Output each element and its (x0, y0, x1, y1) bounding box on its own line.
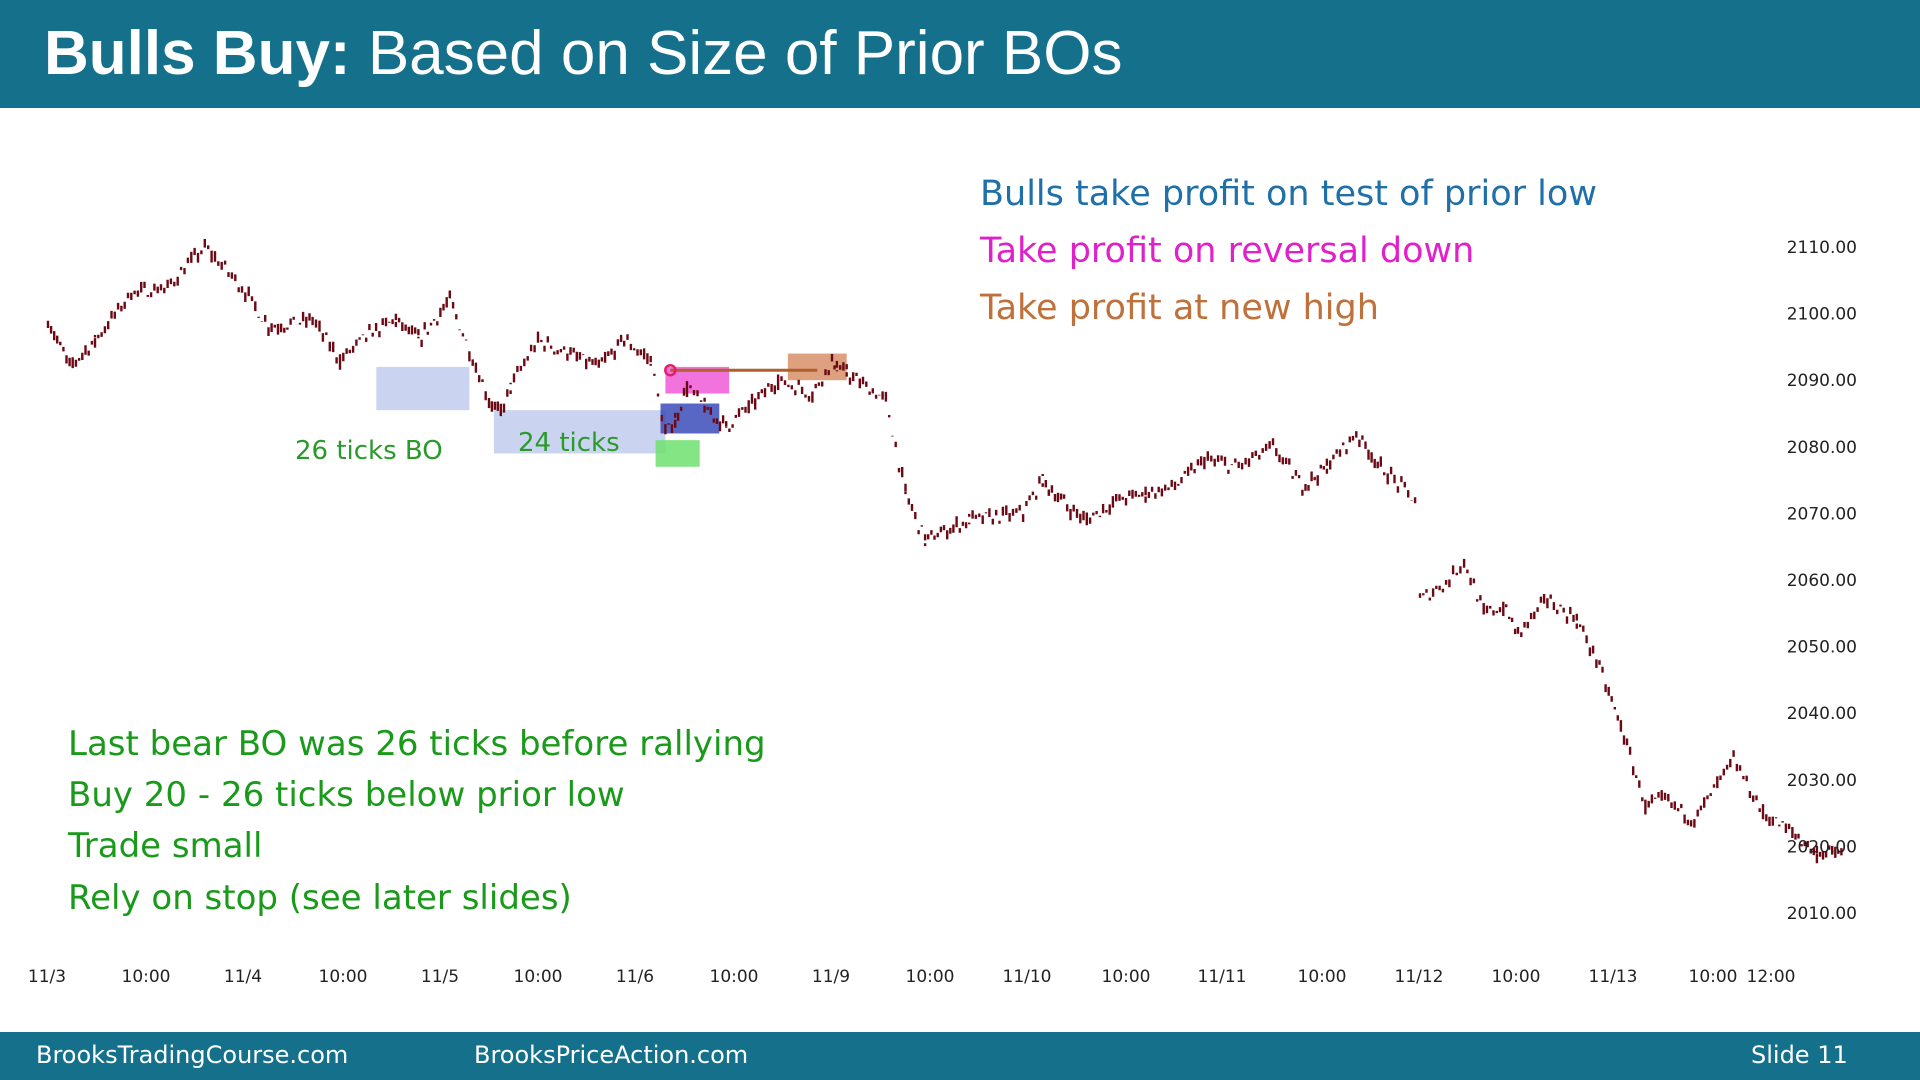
price-chart: 2110.00 2100.00 2090.00 2080.00 2070.00 2060.… (28, 238, 1857, 987)
x-tick-label: 10:00 (710, 967, 759, 987)
bo-24-ticks-box (493, 410, 666, 454)
title-rest: Based on Size of Prior BOs (350, 19, 1123, 88)
slide-title: Bulls Buy: Based on Size of Prior BOs (44, 14, 1123, 94)
y-tick-label: 2020.00 (1787, 837, 1857, 857)
x-axis: 11/3 10:00 11/4 10:00 11/5 10:00 11/6 10:00 11/9… (28, 967, 1796, 987)
x-tick-label: 11/6 (616, 967, 654, 987)
x-tick-label: 12:00 (1747, 967, 1796, 987)
y-tick-label: 2070.00 (1787, 504, 1857, 524)
footer-link-course[interactable]: BrooksTradingCourse.com (36, 1041, 349, 1069)
note-magenta: Take profit on reversal down (980, 231, 1475, 271)
reversal-marker (664, 363, 677, 377)
y-tick-label: 2090.00 (1787, 371, 1857, 391)
y-tick-label: 2060.00 (1787, 571, 1857, 591)
y-tick-label: 2110.00 (1787, 238, 1857, 258)
lesson-line-4: Rely on stop (see later slides) (68, 878, 572, 918)
x-tick-label: 11/10 (1003, 967, 1052, 987)
x-tick-label: 10:00 (1298, 967, 1347, 987)
blue-target-box (660, 403, 720, 434)
title-bar: Bulls Buy: Based on Size of Prior BOs (0, 0, 1920, 108)
x-tick-label: 10:00 (1689, 967, 1738, 987)
y-tick-label: 2100.00 (1787, 305, 1857, 325)
x-tick-label: 10:00 (906, 967, 955, 987)
y-tick-label: 2030.00 (1787, 771, 1857, 791)
label-26-ticks: 26 ticks BO (295, 436, 443, 466)
y-tick-label: 2080.00 (1787, 438, 1857, 458)
x-tick-label: 11/11 (1198, 967, 1247, 987)
footer-link-priceaction[interactable]: BrooksPriceAction.com (474, 1041, 749, 1069)
title-bold: Bulls Buy: (44, 19, 351, 88)
y-tick-label: 2040.00 (1787, 704, 1857, 724)
x-tick-label: 11/4 (224, 967, 262, 987)
x-tick-label: 10:00 (514, 967, 563, 987)
price-series (46, 239, 1843, 864)
y-tick-label: 2050.00 (1787, 638, 1857, 658)
x-tick-label: 10:00 (122, 967, 171, 987)
lesson-line-3: Trade small (68, 826, 263, 866)
bo-26-ticks-box (376, 366, 470, 411)
note-blue: Bulls take profit on test of prior low (980, 174, 1597, 214)
x-tick-label: 11/5 (421, 967, 459, 987)
series-layer (46, 239, 1843, 864)
buy-zone-box (655, 440, 700, 467)
label-24-ticks: 24 ticks (518, 428, 620, 458)
x-tick-label: 11/3 (28, 967, 66, 987)
x-tick-label: 10:00 (1102, 967, 1151, 987)
y-tick-label: 2010.00 (1787, 904, 1857, 924)
x-tick-label: 10:00 (1492, 967, 1541, 987)
note-brown: Take profit at new high (980, 288, 1379, 328)
lesson-line-2: Buy 20 - 26 ticks below prior low (68, 775, 625, 815)
slide-number: Slide 11 (1751, 1041, 1848, 1069)
footer-bar: BrooksTradingCourse.com BrooksPriceActio… (0, 1032, 1920, 1080)
marker-layer (664, 363, 818, 377)
x-tick-label: 11/12 (1395, 967, 1444, 987)
lesson-line-1: Last bear BO was 26 ticks before rallyin… (68, 724, 766, 764)
y-axis: 2110.00 2100.00 2090.00 2080.00 2070.00 2060.… (1787, 238, 1857, 924)
x-tick-label: 11/9 (812, 967, 850, 987)
x-tick-label: 11/13 (1589, 967, 1638, 987)
x-tick-label: 10:00 (319, 967, 368, 987)
